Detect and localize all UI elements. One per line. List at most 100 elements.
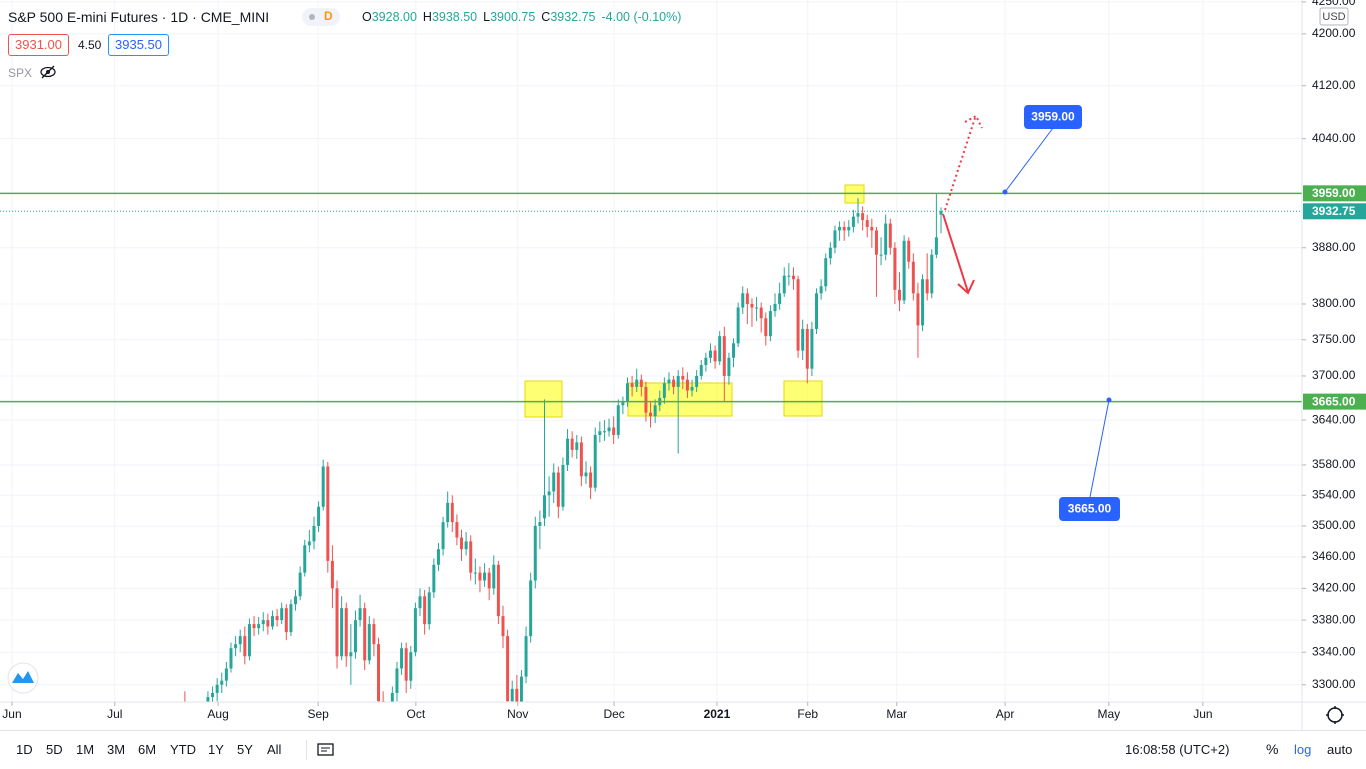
percent-toggle[interactable]: % [1266,741,1279,757]
date-range-icon[interactable] [317,741,335,757]
candle-body [270,616,274,627]
candle-body [810,328,814,369]
hide-icon[interactable] [39,65,57,79]
auto-toggle[interactable]: auto [1327,742,1353,757]
candle-body [515,688,519,702]
candle-body [284,608,288,633]
candle-body [266,620,270,627]
candle-body [796,279,800,351]
range-button[interactable]: 1D [16,742,33,757]
y-tick-label: 3460.00 [1312,549,1356,563]
candle-body [464,541,468,550]
x-tick-label: 2021 [704,707,731,721]
range-button[interactable]: 3M [107,742,126,757]
up-arrow-head [964,114,983,129]
plot [0,184,1302,730]
last-price-label: 3932.75 [1312,204,1356,218]
candle-body [436,549,440,565]
y-tick-label: 3800.00 [1312,296,1356,310]
y-tick-label: 3380.00 [1312,612,1356,626]
legend-key: O [362,10,372,24]
candle-body [340,608,344,657]
range-button[interactable]: 5D [46,742,63,757]
callout-line [1004,127,1054,193]
candle-body [861,213,865,221]
candle-body [921,279,925,326]
range-button[interactable]: 1M [76,742,95,757]
range-button[interactable]: All [267,742,282,757]
level-price-box [1303,393,1366,410]
candle-body [519,676,523,702]
bid-box[interactable]: 3931.00 [8,34,69,56]
candle-body [644,386,648,413]
candle-body [312,525,316,542]
candle-body [888,223,892,248]
y-tick-label: 3300.00 [1312,677,1356,691]
candle-body [681,375,685,380]
candle-body [533,525,537,581]
candle-body [455,522,459,538]
x-tick-label: Sep [307,707,329,721]
candle-body [450,502,454,523]
candle-body [851,216,855,227]
legend-value: 3928.00 [371,10,417,24]
candle-body [625,383,629,402]
candle-body [423,596,427,625]
candle-body [685,379,689,391]
candle-body [856,213,860,217]
callout-line [1089,399,1110,498]
candle-body [704,357,708,366]
settings-icon[interactable] [1326,706,1344,724]
candle-body [870,226,874,231]
candle-body [690,386,694,391]
candle-body [612,427,616,435]
candle-body [215,684,219,693]
candle-body [879,254,883,256]
y-tick-label: 3420.00 [1312,581,1356,595]
candle-body [718,336,722,362]
candle-body [607,427,611,432]
range-button[interactable]: 1Y [208,742,224,757]
highlight-box [524,380,563,418]
candle-body [413,608,417,653]
candle-body [441,522,445,550]
callout-anchor [1002,189,1008,195]
candle-body [275,616,279,621]
candle-body [589,472,593,488]
candle-body [838,226,842,231]
range-button[interactable]: 6M [138,742,157,757]
currency-box[interactable] [1319,7,1349,26]
candle-body [649,412,653,417]
log-toggle[interactable]: log [1294,742,1312,757]
status-dot [309,14,315,20]
legend-change: -4.00 (-0.10%) [601,10,682,24]
down-arrow [942,213,975,295]
candle-body [330,560,334,589]
symbol-title[interactable]: S&P 500 E-mini Futures · 1D · CME_MINI [8,9,270,25]
candle-body [183,716,186,726]
candle-body [492,564,496,589]
range-button[interactable]: 5Y [237,742,253,757]
candle-body [616,405,620,435]
range-button[interactable]: YTD [170,742,196,757]
candle-body [561,464,565,507]
candle-body [363,608,367,661]
candle-body [432,564,436,593]
candle-body [280,608,284,621]
candle-body [404,648,408,681]
candle-body [925,279,929,294]
candle-body [400,648,404,669]
x-tick-label: Apr [996,707,1015,721]
candle-body [377,644,381,702]
candle-body [939,211,943,215]
candle-body [529,580,533,637]
logo[interactable] [7,662,39,694]
candle-body [298,572,302,597]
ask-box[interactable]: 3935.50 [108,34,169,56]
candle-body [510,688,514,702]
candle-body [934,237,938,255]
candle-body [745,293,749,304]
candle-body [202,709,205,730]
y-tick-label: 3580.00 [1312,457,1356,471]
candle-body [898,289,902,301]
